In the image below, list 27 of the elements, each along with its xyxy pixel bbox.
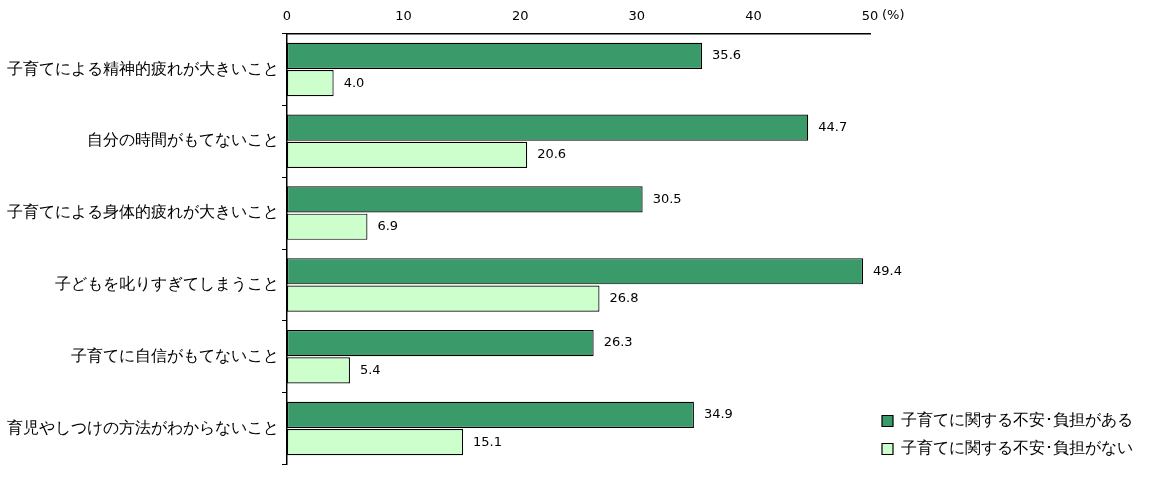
data-label: 26.8	[609, 289, 639, 305]
x-tick-label: 0	[282, 8, 292, 24]
legend-label: 子育てに関する不安･負担がない	[901, 438, 1133, 458]
data-label: 20.6	[537, 146, 567, 162]
y-tick-label: 自分の時間がもてないこと	[87, 130, 279, 150]
x-tick-label: 10	[395, 8, 412, 24]
y-tick-label: 子育てによる身体的疲れが大きいこと	[7, 202, 279, 222]
x-axis-title: (%)	[882, 7, 905, 23]
y-tick-label: 子育てに自信がもてないこと	[71, 345, 279, 365]
data-label: 4.0	[343, 74, 365, 90]
data-label: 26.3	[603, 334, 633, 350]
x-tick-label: 50	[861, 8, 879, 24]
y-tick-label: 子どもを叱りすぎてしまうこと	[55, 274, 279, 294]
legend-label: 子育てに関する不安･負担がある	[901, 410, 1133, 430]
x-tick-label: 20	[511, 8, 529, 24]
data-label: 15.1	[473, 433, 503, 449]
data-label: 30.5	[652, 190, 682, 206]
x-tick-label: 40	[745, 8, 762, 24]
data-label: 35.6	[712, 47, 742, 63]
y-tick-label: 子育てによる精神的疲れが大きいこと	[7, 58, 279, 78]
data-label: 6.9	[377, 218, 399, 234]
x-tick-label: 30	[628, 8, 646, 24]
y-tick-label: 育児やしつけの方法がわからないこと	[7, 417, 279, 437]
data-label: 49.4	[873, 262, 902, 278]
data-label: 44.7	[818, 119, 848, 135]
data-label: 5.4	[359, 361, 381, 377]
data-label: 34.9	[703, 406, 733, 422]
